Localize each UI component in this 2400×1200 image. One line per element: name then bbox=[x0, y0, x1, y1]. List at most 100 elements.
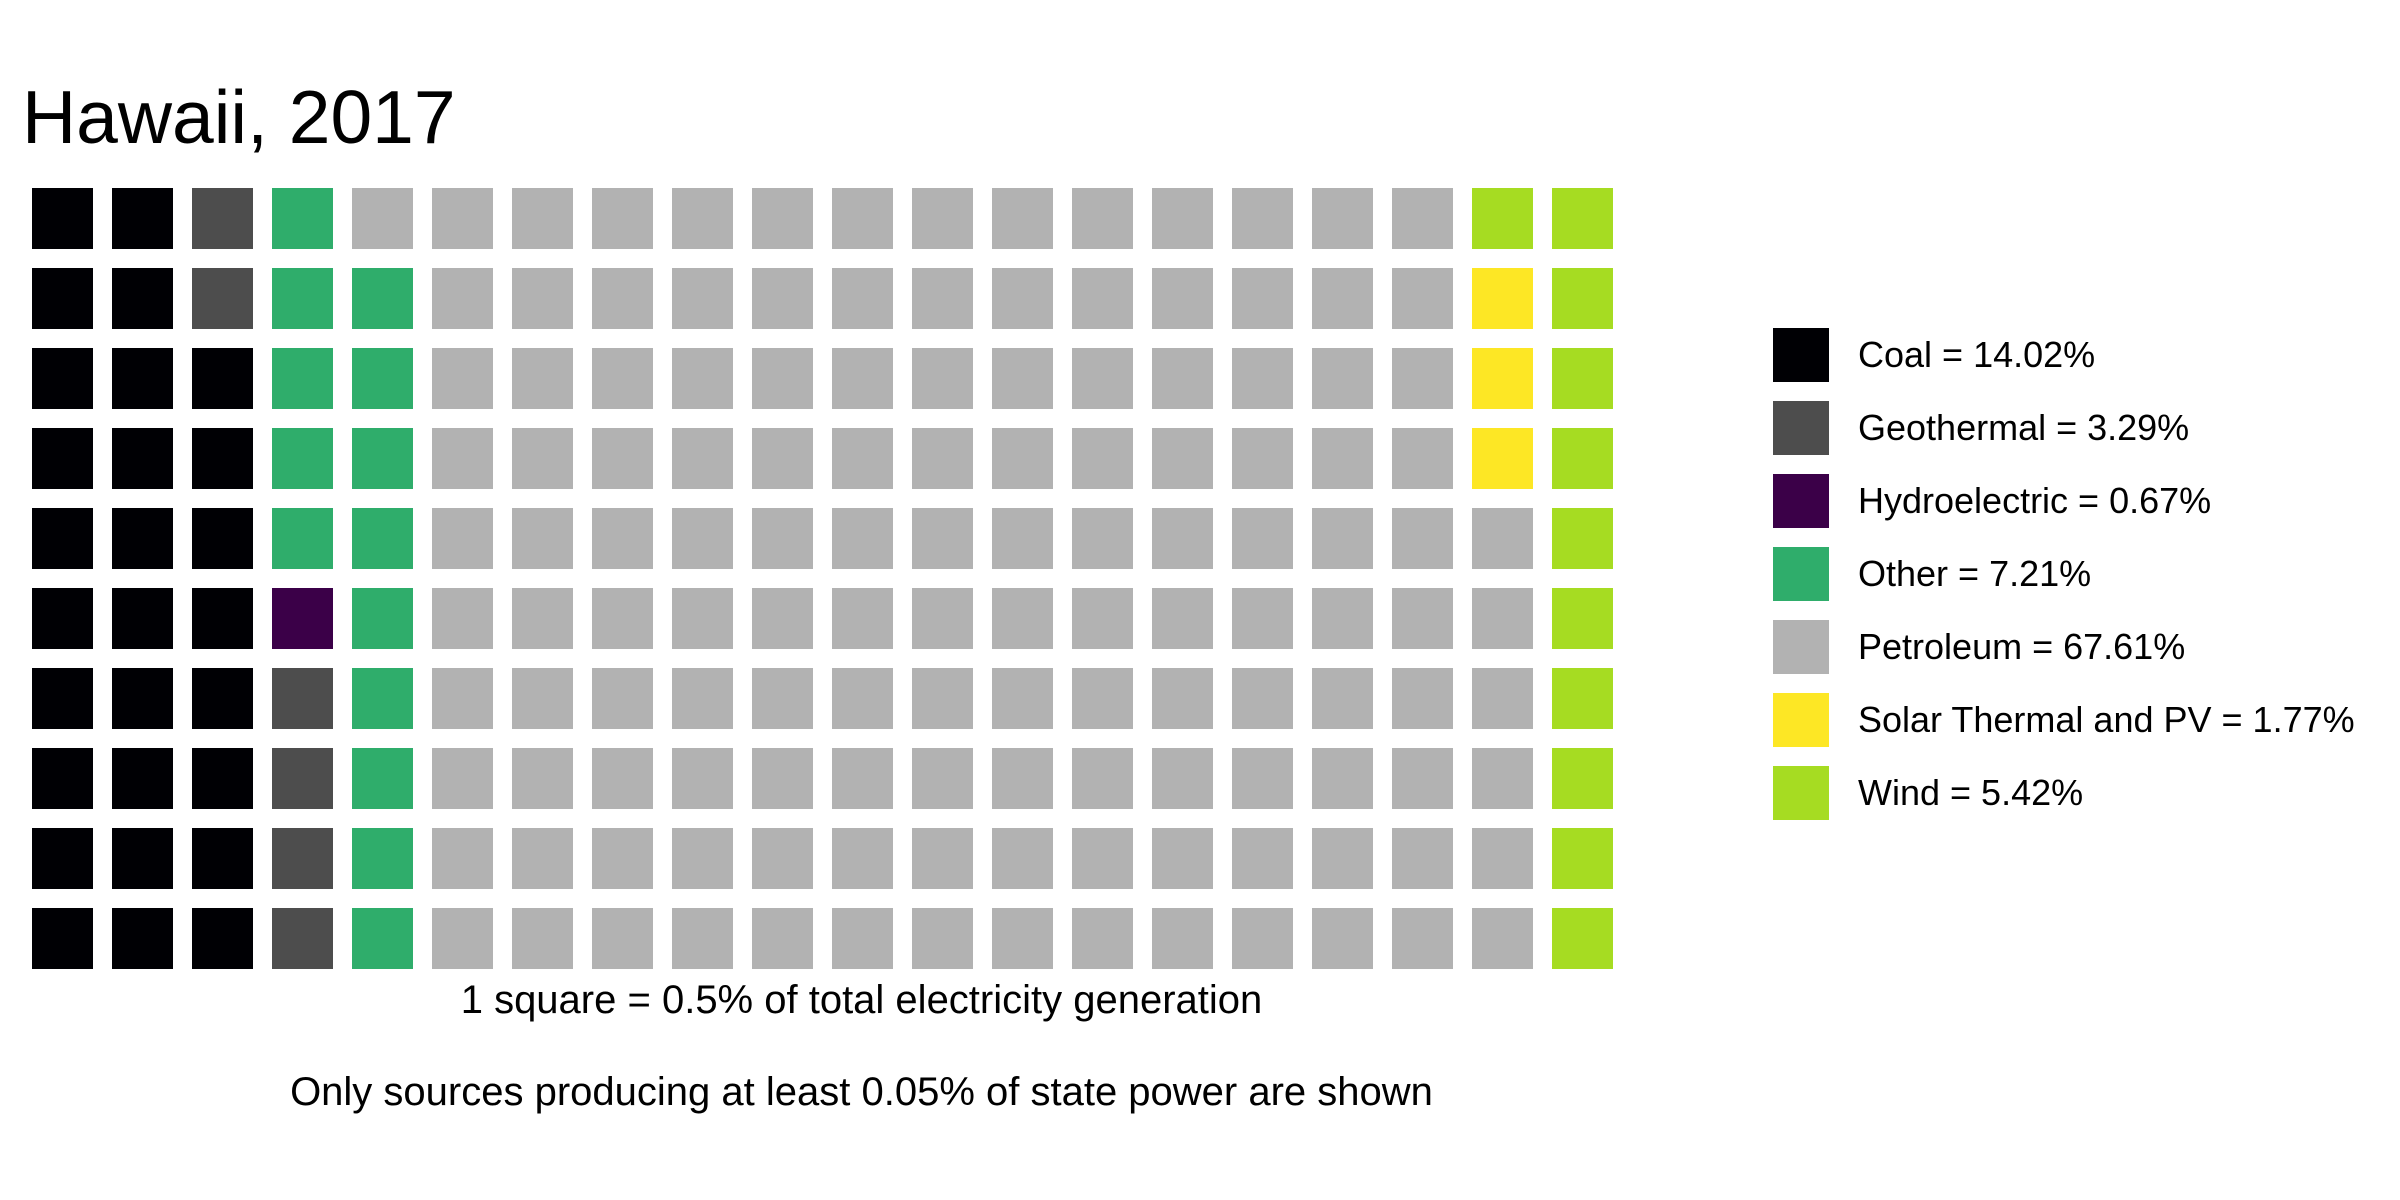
waffle-square-petroleum bbox=[912, 908, 973, 969]
waffle-square-petroleum bbox=[1232, 188, 1293, 249]
waffle-square-petroleum bbox=[1152, 908, 1213, 969]
waffle-square-petroleum bbox=[1152, 348, 1213, 409]
waffle-square-petroleum bbox=[992, 268, 1053, 329]
waffle-square-petroleum bbox=[752, 588, 813, 649]
waffle-square-petroleum bbox=[672, 668, 733, 729]
waffle-square-petroleum bbox=[672, 268, 733, 329]
waffle-square-petroleum bbox=[832, 188, 893, 249]
waffle-square-petroleum bbox=[512, 508, 573, 569]
waffle-square-other bbox=[352, 668, 413, 729]
waffle-square-petroleum bbox=[1472, 908, 1533, 969]
waffle-square-petroleum bbox=[592, 748, 653, 809]
waffle-square-petroleum bbox=[1152, 428, 1213, 489]
waffle-square-petroleum bbox=[992, 508, 1053, 569]
waffle-square-coal bbox=[112, 588, 173, 649]
caption-threshold-note: Only sources producing at least 0.05% of… bbox=[290, 1070, 1433, 1114]
waffle-square-coal bbox=[32, 668, 93, 729]
waffle-square-petroleum bbox=[1232, 348, 1293, 409]
waffle-square-petroleum bbox=[432, 588, 493, 649]
waffle-square-coal bbox=[112, 668, 173, 729]
waffle-square-petroleum bbox=[992, 668, 1053, 729]
waffle-square-petroleum bbox=[1392, 188, 1453, 249]
legend-swatch-other bbox=[1773, 547, 1829, 601]
waffle-square-petroleum bbox=[672, 828, 733, 889]
waffle-square-petroleum bbox=[1312, 748, 1373, 809]
waffle-square-petroleum bbox=[432, 828, 493, 889]
waffle-square-petroleum bbox=[832, 748, 893, 809]
waffle-square-coal bbox=[112, 268, 173, 329]
waffle-square-petroleum bbox=[1472, 828, 1533, 889]
waffle-square-petroleum bbox=[1232, 908, 1293, 969]
waffle-square-petroleum bbox=[592, 268, 653, 329]
waffle-square-petroleum bbox=[832, 908, 893, 969]
waffle-square-other bbox=[352, 828, 413, 889]
waffle-square-petroleum bbox=[1072, 908, 1133, 969]
waffle-square-geothermal bbox=[272, 828, 333, 889]
legend-label-petroleum: Petroleum = 67.61% bbox=[1858, 626, 2186, 667]
waffle-square-coal bbox=[112, 508, 173, 569]
waffle-square-petroleum bbox=[592, 428, 653, 489]
waffle-square-coal bbox=[32, 588, 93, 649]
waffle-square-petroleum bbox=[912, 348, 973, 409]
waffle-square-other bbox=[352, 508, 413, 569]
waffle-square-coal bbox=[192, 908, 253, 969]
waffle-square-petroleum bbox=[1392, 348, 1453, 409]
waffle-square-coal bbox=[192, 828, 253, 889]
waffle-square-petroleum bbox=[832, 348, 893, 409]
waffle-square-petroleum bbox=[992, 828, 1053, 889]
waffle-square-petroleum bbox=[1392, 588, 1453, 649]
waffle-square-petroleum bbox=[1072, 508, 1133, 569]
waffle-square-other bbox=[352, 348, 413, 409]
waffle-square-petroleum bbox=[512, 668, 573, 729]
legend-label-coal: Coal = 14.02% bbox=[1858, 334, 2096, 375]
waffle-square-coal bbox=[112, 828, 173, 889]
legend-swatch-coal bbox=[1773, 328, 1829, 382]
waffle-square-petroleum bbox=[912, 268, 973, 329]
waffle-square-wind bbox=[1472, 188, 1533, 249]
waffle-square-petroleum bbox=[512, 588, 573, 649]
waffle-square-petroleum bbox=[672, 348, 733, 409]
legend-label-solar: Solar Thermal and PV = 1.77% bbox=[1858, 699, 2355, 740]
waffle-square-petroleum bbox=[752, 748, 813, 809]
legend-swatch-petroleum bbox=[1773, 620, 1829, 674]
legend-swatch-wind bbox=[1773, 766, 1829, 820]
waffle-square-petroleum bbox=[1392, 668, 1453, 729]
legend-label-hydroelectric: Hydroelectric = 0.67% bbox=[1858, 480, 2212, 521]
waffle-square-petroleum bbox=[832, 828, 893, 889]
waffle-square-petroleum bbox=[912, 668, 973, 729]
waffle-square-wind bbox=[1552, 588, 1613, 649]
waffle-square-petroleum bbox=[1072, 668, 1133, 729]
waffle-square-geothermal bbox=[192, 188, 253, 249]
waffle-square-petroleum bbox=[432, 508, 493, 569]
waffle-square-petroleum bbox=[432, 748, 493, 809]
waffle-square-petroleum bbox=[912, 828, 973, 889]
waffle-square-petroleum bbox=[752, 188, 813, 249]
waffle-square-coal bbox=[32, 188, 93, 249]
waffle-square-petroleum bbox=[1072, 588, 1133, 649]
waffle-square-petroleum bbox=[752, 508, 813, 569]
waffle-square-other bbox=[352, 588, 413, 649]
waffle-square-petroleum bbox=[1072, 428, 1133, 489]
waffle-square-other bbox=[272, 428, 333, 489]
waffle-square-hydroelectric bbox=[272, 588, 333, 649]
waffle-square-petroleum bbox=[512, 828, 573, 889]
waffle-square-petroleum bbox=[432, 188, 493, 249]
waffle-square-coal bbox=[192, 588, 253, 649]
waffle-square-petroleum bbox=[752, 428, 813, 489]
waffle-square-petroleum bbox=[1072, 188, 1133, 249]
waffle-square-petroleum bbox=[512, 908, 573, 969]
waffle-square-other bbox=[352, 908, 413, 969]
waffle-square-petroleum bbox=[912, 428, 973, 489]
waffle-square-petroleum bbox=[992, 588, 1053, 649]
legend-swatch-hydroelectric bbox=[1773, 474, 1829, 528]
waffle-square-petroleum bbox=[912, 748, 973, 809]
waffle-square-petroleum bbox=[1072, 348, 1133, 409]
waffle-square-coal bbox=[112, 188, 173, 249]
waffle-square-petroleum bbox=[672, 428, 733, 489]
waffle-square-petroleum bbox=[672, 588, 733, 649]
waffle-square-other bbox=[272, 268, 333, 329]
waffle-square-petroleum bbox=[912, 188, 973, 249]
waffle-square-petroleum bbox=[352, 188, 413, 249]
waffle-grid bbox=[32, 188, 1613, 969]
waffle-square-petroleum bbox=[432, 428, 493, 489]
